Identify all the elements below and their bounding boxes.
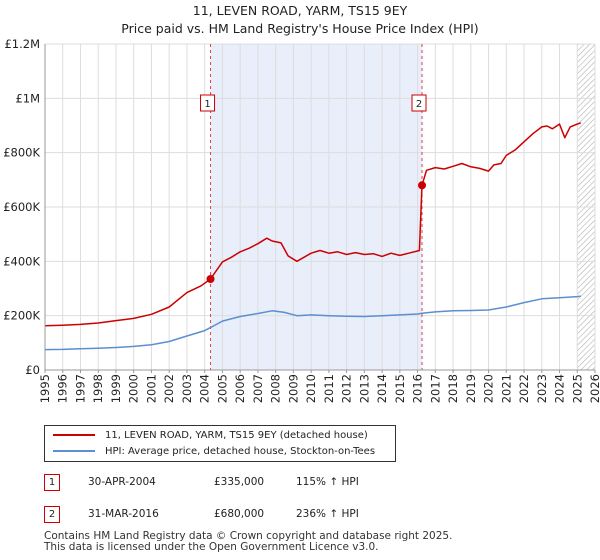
x-tick-label: 2017 (428, 374, 442, 403)
x-tick-label: 2018 (446, 374, 460, 403)
transaction-date: 31-MAR-2016 (88, 508, 159, 520)
sale-marker-box (411, 94, 427, 112)
footer-copyright: Contains HM Land Registry data © Crown c… (44, 530, 453, 542)
x-tick-label: 2025 (570, 374, 584, 403)
chart-title: 11, LEVEN ROAD, YARM, TS15 9EY (192, 3, 408, 18)
x-tick-label: 2023 (535, 374, 549, 403)
x-tick-label: 2011 (322, 374, 336, 403)
sale-marker-box (200, 94, 216, 112)
x-tick-label: 2003 (180, 374, 194, 403)
y-tick-label: £800K (3, 146, 40, 160)
x-tick-label: 2002 (162, 374, 176, 403)
price-chart: 1 2 £0 £200K £400K £600K £800K £1M £1.2M 1995 1996… (3, 37, 600, 403)
y-tick-label: £1.2M (4, 37, 40, 51)
y-tick-label: £200K (3, 309, 40, 323)
x-tick-label: 2019 (464, 374, 478, 403)
transaction-marker-badge: 1 (44, 474, 60, 491)
transaction-marker-badge: 2 (44, 506, 60, 523)
x-tick-label: 2009 (286, 374, 300, 403)
x-tick-label: 1999 (109, 374, 123, 403)
legend-label-property: 11, LEVEN ROAD, YARM, TS15 9EY (detached… (105, 430, 368, 441)
x-tick-label: 2022 (517, 374, 531, 403)
legend-item-property: 11, LEVEN ROAD, YARM, TS15 9EY (detached… (53, 430, 368, 441)
x-tick-label: 2021 (499, 374, 513, 403)
legend-label-hpi: HPI: Average price, detached house, Stoc… (105, 446, 376, 457)
y-tick-label: £1M (15, 91, 40, 105)
x-tick-label: 2020 (482, 374, 496, 403)
x-tick-label: 2004 (198, 374, 212, 403)
sale-point (418, 181, 427, 190)
x-tick-label: 2016 (411, 374, 425, 403)
x-tick-label: 1998 (91, 374, 105, 403)
x-tick-label: 2008 (269, 374, 283, 403)
hpi-line (44, 295, 581, 351)
transaction-hpi-change: 236% ↑ HPI (296, 508, 359, 520)
x-tick-label: 2005 (215, 374, 229, 403)
legend-swatch-hpi (53, 450, 95, 452)
transaction-row: 2 31-MAR-2016 £680,000 236% ↑ HPI (44, 506, 544, 524)
chart-legend: 11, LEVEN ROAD, YARM, TS15 9EY (detached… (44, 425, 396, 462)
footer-licence: This data is licensed under the Open Gov… (44, 541, 379, 553)
x-tick-label: 2024 (553, 374, 567, 403)
transaction-date: 30-APR-2004 (88, 476, 156, 488)
y-tick-label: £600K (3, 200, 40, 214)
sale-marker-label: 1 (204, 99, 210, 110)
x-tick-label: 2026 (588, 374, 600, 403)
transaction-price: £680,000 (214, 508, 265, 520)
y-tick-label: £0 (25, 363, 40, 377)
x-tick-label: 2014 (375, 374, 389, 403)
x-tick-label: 2000 (127, 374, 141, 403)
chart-subtitle: Price paid vs. HM Land Registry's House … (121, 21, 479, 36)
x-tick-label: 1996 (56, 374, 70, 403)
transaction-hpi-change: 115% ↑ HPI (296, 476, 359, 488)
property-price-line (44, 122, 582, 327)
x-tick-label: 1997 (73, 374, 87, 403)
footer-attribution: Contains HM Land Registry data © Crown c… (44, 531, 452, 553)
x-tick-label: 2007 (251, 374, 265, 403)
transaction-row: 1 30-APR-2004 £335,000 115% ↑ HPI (44, 474, 544, 492)
x-tick-label: 1995 (38, 374, 52, 403)
x-tick-label: 2006 (233, 374, 247, 403)
legend-swatch-property (53, 434, 95, 436)
x-tick-label: 2012 (340, 374, 354, 403)
legend-item-hpi: HPI: Average price, detached house, Stoc… (53, 446, 375, 457)
x-tick-label: 2001 (144, 374, 158, 403)
x-tick-label: 2015 (393, 374, 407, 403)
x-tick-label: 2010 (304, 374, 318, 403)
y-tick-label: £400K (3, 254, 40, 268)
transaction-price: £335,000 (214, 476, 265, 488)
sale-marker-label: 2 (416, 99, 422, 110)
sale-point (206, 274, 215, 283)
x-tick-label: 2013 (357, 374, 371, 403)
